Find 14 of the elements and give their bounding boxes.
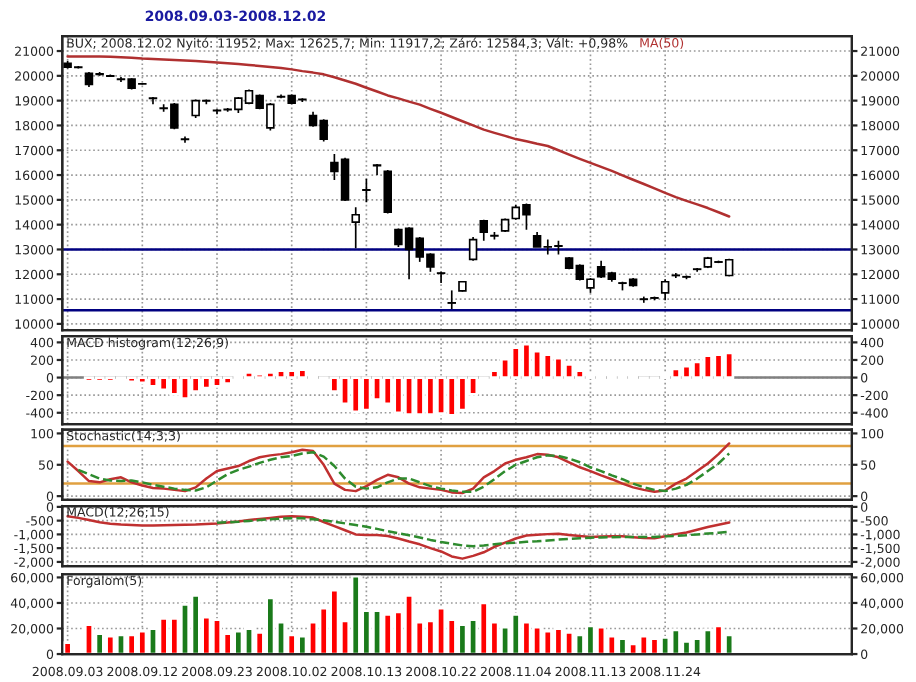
candlestick <box>351 206 360 250</box>
line-series <box>66 55 731 218</box>
line-series <box>77 450 731 493</box>
candlestick <box>362 177 371 204</box>
candlestick <box>660 278 670 302</box>
line-series <box>66 442 731 495</box>
bar <box>62 641 73 655</box>
candlestick <box>468 236 478 262</box>
candlestick <box>372 163 382 176</box>
line-series <box>66 514 731 560</box>
line-series <box>215 516 731 548</box>
candlestick <box>447 289 456 310</box>
candlestick <box>436 270 446 284</box>
candlestick <box>383 169 392 215</box>
